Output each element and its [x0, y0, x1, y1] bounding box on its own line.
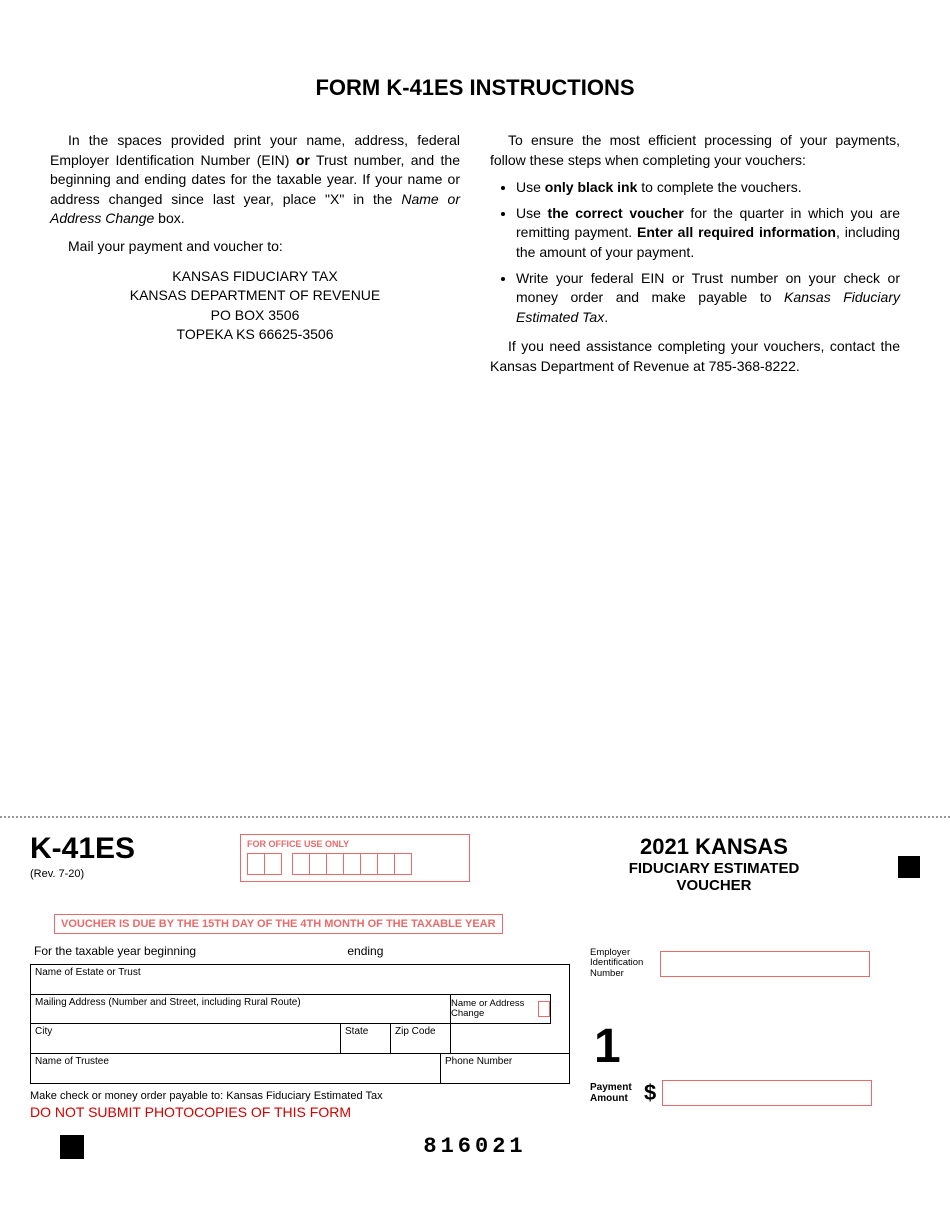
entry-box[interactable] [326, 853, 344, 875]
tax-year-line: For the taxable year beginning ending [30, 944, 570, 958]
perforation-line [0, 816, 950, 818]
alignment-square-icon [60, 1135, 84, 1159]
office-use-boxes [247, 853, 463, 875]
dollar-sign-icon: $ [644, 1080, 656, 1106]
right-column: To ensure the most efficient processing … [490, 131, 900, 385]
payment-row: Payment Amount $ [590, 1080, 920, 1106]
voucher-bottom-row: 816021 [30, 1134, 920, 1159]
voucher-subtitle: VOUCHER [530, 877, 898, 894]
step-item: Use the correct voucher for the quarter … [516, 204, 900, 263]
phone-field[interactable]: Phone Number [441, 1053, 569, 1083]
text-bold: Enter all required information [637, 224, 836, 240]
assistance-paragraph: If you need assistance completing your v… [490, 337, 900, 376]
step-item: Write your federal EIN or Trust number o… [516, 269, 900, 328]
payment-amount-input[interactable] [662, 1080, 872, 1106]
address-line: KANSAS FIDUCIARY TAX [50, 267, 460, 287]
ocr-code: 816021 [84, 1134, 866, 1159]
voucher-section: K-41ES (Rev. 7-20) FOR OFFICE USE ONLY [30, 834, 920, 1159]
address-change-checkbox[interactable] [538, 1001, 550, 1017]
entry-box[interactable] [292, 853, 310, 875]
entry-box[interactable] [309, 853, 327, 875]
address-change-label: Name or Address Change [451, 999, 532, 1020]
office-use-box: FOR OFFICE USE ONLY [240, 834, 470, 882]
no-photocopy-note: DO NOT SUBMIT PHOTOCOPIES OF THIS FORM [30, 1104, 570, 1120]
state-field[interactable]: State [341, 1023, 391, 1053]
mail-instruction: Mail your payment and voucher to: [50, 237, 460, 257]
box-group [292, 853, 412, 875]
address-line: KANSAS DEPARTMENT OF REVENUE [50, 286, 460, 306]
steps-list: Use only black ink to complete the vouch… [516, 178, 900, 327]
entry-box[interactable] [264, 853, 282, 875]
address-line: PO BOX 3506 [50, 306, 460, 326]
text-bold: the correct voucher [548, 205, 684, 221]
instructions-columns: In the spaces provided print your name, … [0, 131, 950, 385]
voucher-left: For the taxable year beginning ending Na… [30, 944, 570, 1120]
text-bold: or [296, 152, 310, 168]
voucher-subtitle: FIDUCIARY ESTIMATED [530, 860, 898, 877]
city-field[interactable]: City [31, 1023, 341, 1053]
step-item: Use only black ink to complete the vouch… [516, 178, 900, 198]
alignment-square-icon [898, 856, 920, 878]
voucher-header: K-41ES (Rev. 7-20) FOR OFFICE USE ONLY [30, 834, 920, 894]
entry-box[interactable] [360, 853, 378, 875]
entry-box[interactable] [377, 853, 395, 875]
text: box. [154, 210, 184, 226]
text: . [604, 309, 608, 325]
revision: (Rev. 7-20) [30, 868, 240, 880]
office-use-label: FOR OFFICE USE ONLY [247, 839, 463, 849]
form-code-block: K-41ES (Rev. 7-20) [30, 834, 240, 880]
left-column: In the spaces provided print your name, … [50, 131, 460, 385]
payment-amount-label: Payment Amount [590, 1082, 638, 1104]
entry-box[interactable] [247, 853, 265, 875]
intro-paragraph: In the spaces provided print your name, … [50, 131, 460, 229]
steps-intro: To ensure the most efficient processing … [490, 131, 900, 170]
text: Use [516, 179, 545, 195]
entry-box[interactable] [343, 853, 361, 875]
payable-note: Make check or money order payable to: Ka… [30, 1090, 570, 1102]
quarter-number: 1 [594, 1019, 920, 1074]
address-line: TOPEKA KS 66625-3506 [50, 325, 460, 345]
due-date-bar: VOUCHER IS DUE BY THE 15TH DAY OF THE 4T… [54, 914, 503, 934]
voucher-right: Employer Identification Number 1 Payment… [590, 944, 920, 1120]
zip-field[interactable]: Zip Code [391, 1023, 451, 1053]
estate-name-field[interactable]: Name of Estate or Trust [31, 965, 569, 994]
form-code: K-41ES [30, 834, 240, 864]
tax-year-begin-label: For the taxable year beginning [34, 944, 344, 958]
field-table: Name of Estate or Trust Mailing Address … [30, 964, 570, 1084]
voucher-title-block: 2021 KANSAS FIDUCIARY ESTIMATED VOUCHER [470, 834, 898, 894]
mailing-address-field[interactable]: Mailing Address (Number and Street, incl… [31, 994, 451, 1024]
ein-input[interactable] [660, 951, 870, 977]
text: Use [516, 205, 548, 221]
voucher-body: For the taxable year beginning ending Na… [30, 944, 920, 1120]
page-title: FORM K-41ES INSTRUCTIONS [0, 0, 950, 131]
tax-year-end-label: ending [347, 944, 383, 958]
entry-box[interactable] [394, 853, 412, 875]
box-group [247, 853, 282, 875]
text: to complete the vouchers. [637, 179, 801, 195]
ein-label: Employer Identification Number [590, 948, 652, 979]
voucher-year-title: 2021 KANSAS [530, 834, 898, 860]
trustee-name-field[interactable]: Name of Trustee [31, 1053, 441, 1083]
address-change-box: Name or Address Change [451, 994, 551, 1024]
mailing-address-block: KANSAS FIDUCIARY TAX KANSAS DEPARTMENT O… [50, 267, 460, 345]
ein-row: Employer Identification Number [590, 948, 920, 979]
text-bold: only black ink [545, 179, 638, 195]
